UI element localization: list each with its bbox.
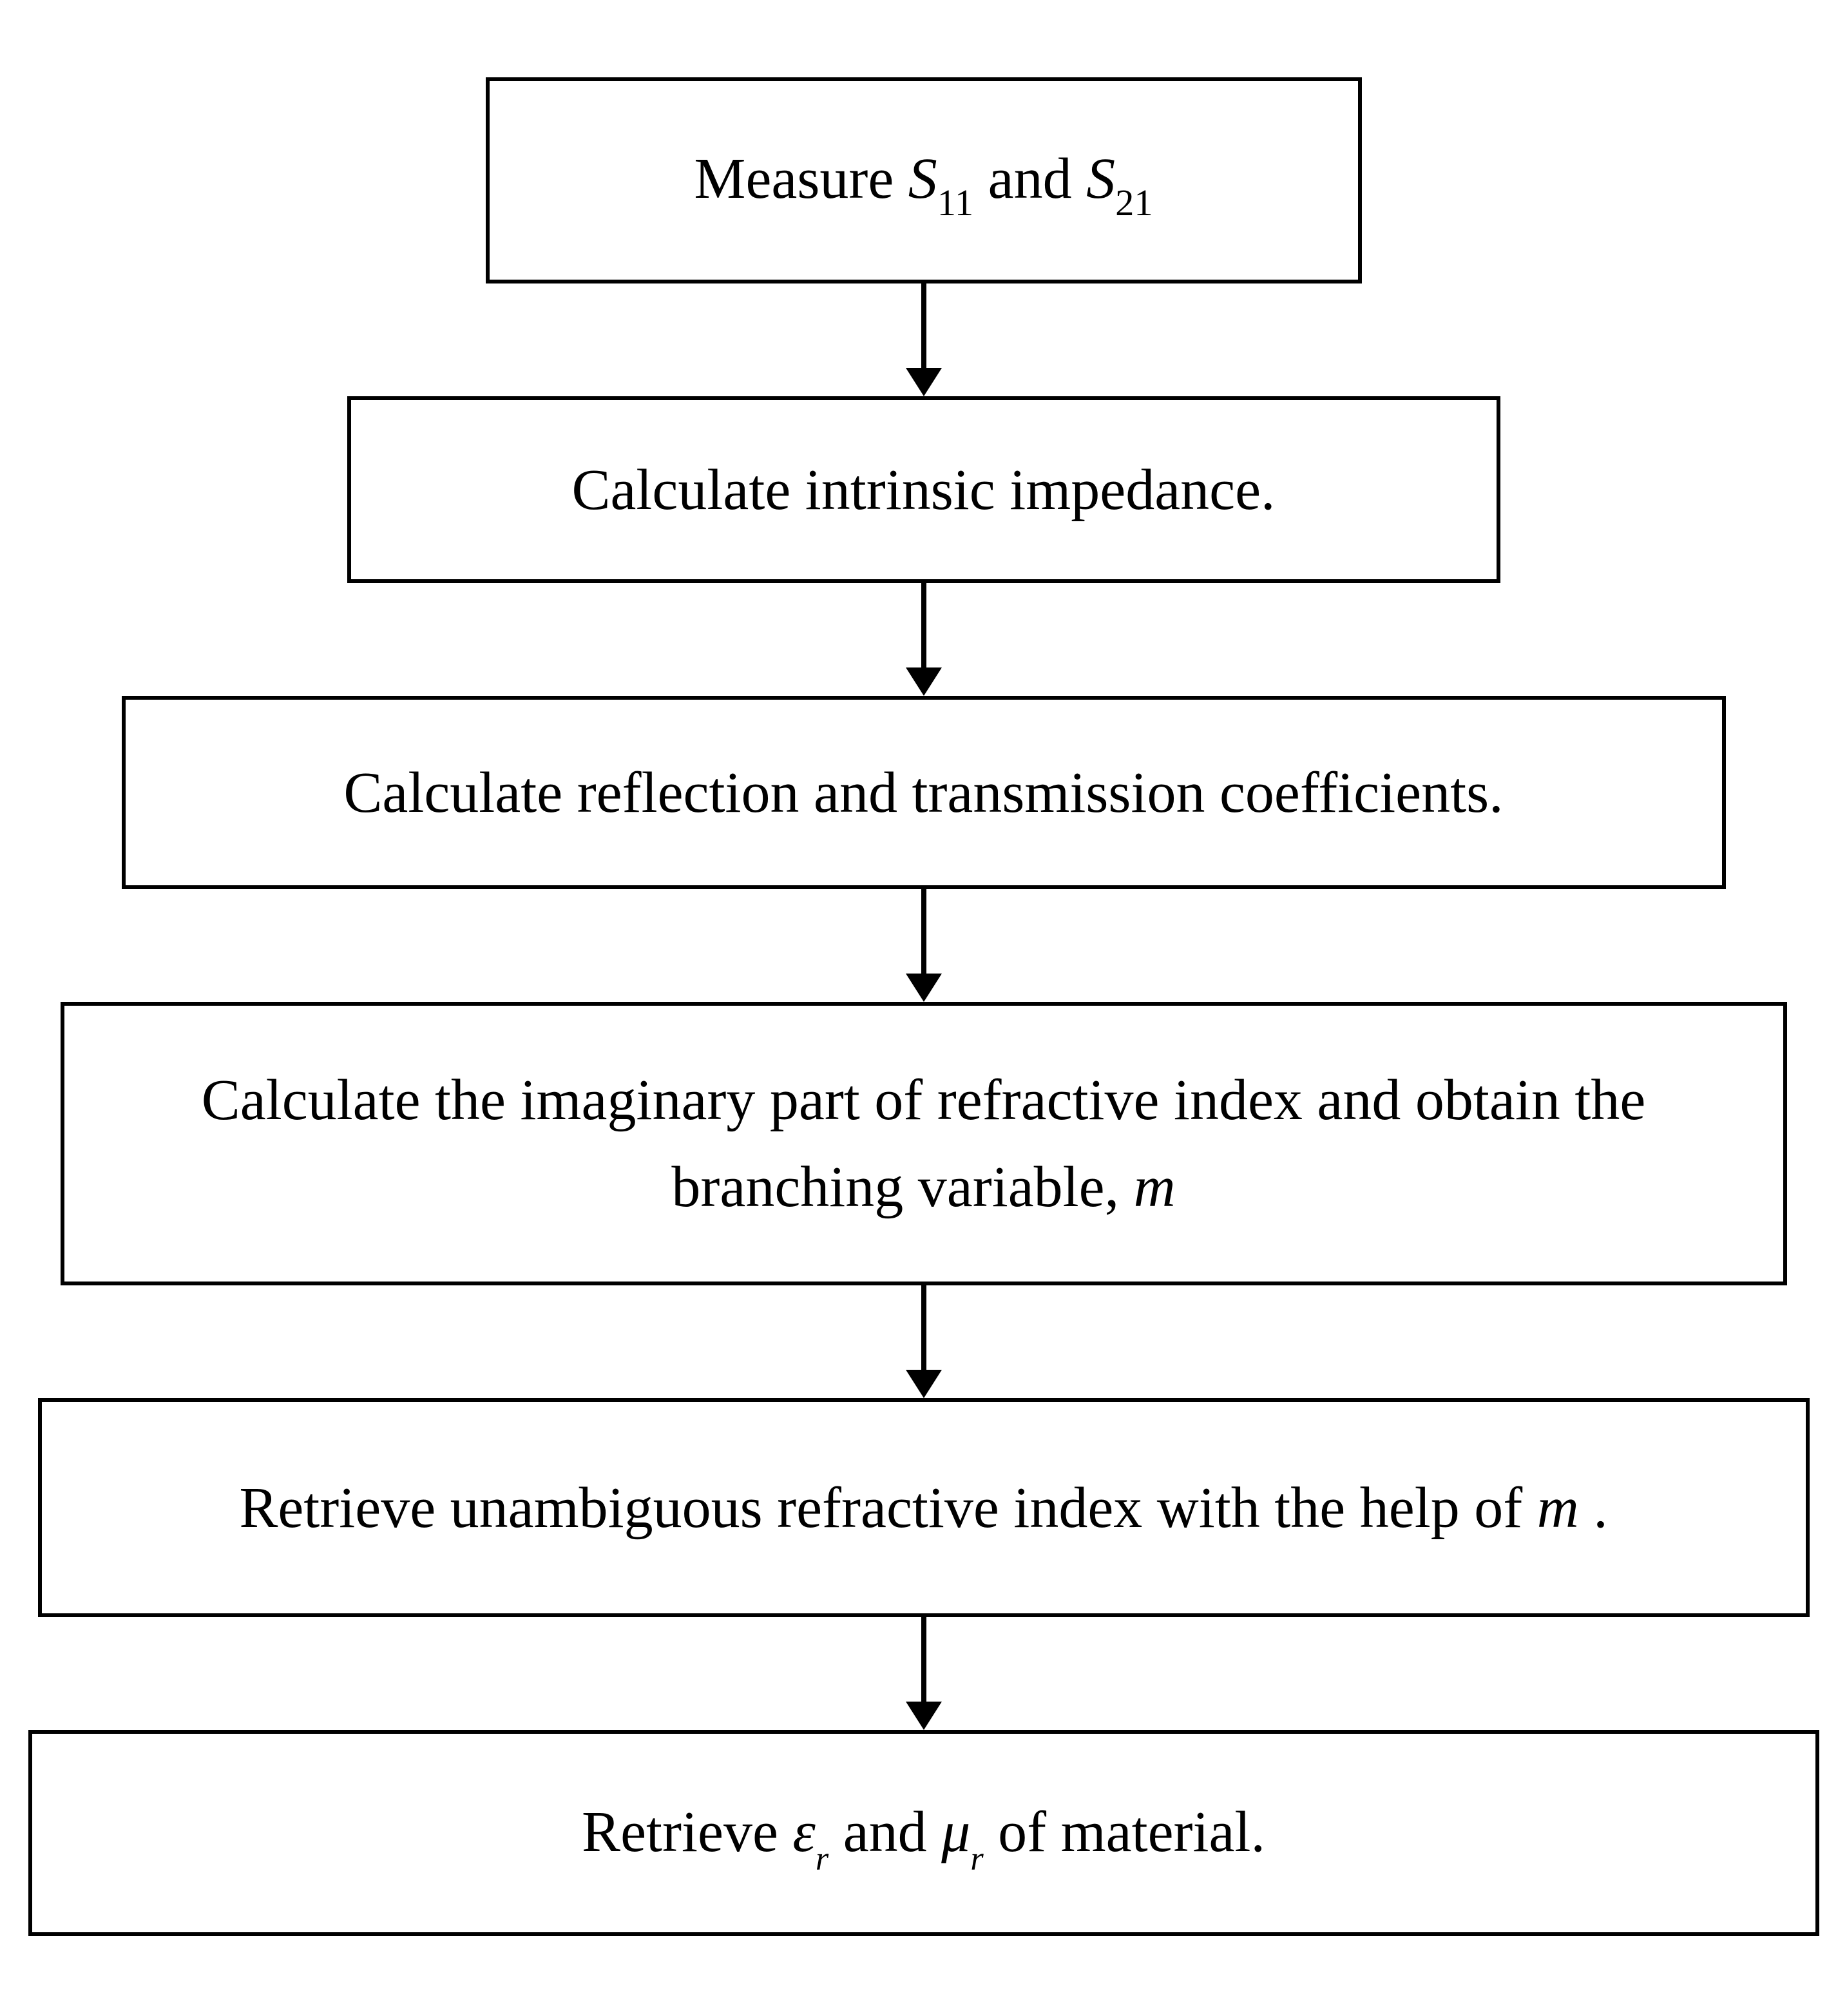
arrow-line <box>921 283 926 368</box>
node-2-text: Calculate intrinsic impedance. <box>571 446 1275 533</box>
arrow-line <box>921 1617 926 1702</box>
arrow-head-icon <box>906 1702 942 1730</box>
flowchart-arrow-1 <box>906 283 942 396</box>
arrow-head-icon <box>906 1370 942 1398</box>
node-6-text: Retrieve εr and μr of material. <box>582 1789 1265 1877</box>
flowchart-container: Measure S11 and S21 Calculate intrinsic … <box>28 77 1819 1936</box>
arrow-line <box>921 583 926 667</box>
arrow-head-icon <box>906 974 942 1002</box>
flowchart-arrow-4 <box>906 1285 942 1398</box>
node-5-text: Retrieve unambiguous refractive index wi… <box>239 1464 1607 1551</box>
flowchart-node-5: Retrieve unambiguous refractive index wi… <box>38 1398 1810 1617</box>
flowchart-arrow-2 <box>906 583 942 696</box>
flowchart-node-1: Measure S11 and S21 <box>486 77 1362 283</box>
arrow-head-icon <box>906 667 942 696</box>
node-1-text: Measure S11 and S21 <box>694 135 1153 226</box>
node-3-text: Calculate reflection and transmission co… <box>343 749 1503 836</box>
flowchart-node-3: Calculate reflection and transmission co… <box>122 696 1726 889</box>
arrow-line <box>921 889 926 974</box>
node-4-text: Calculate the imaginary part of refracti… <box>110 1057 1738 1231</box>
flowchart-arrow-5 <box>906 1617 942 1730</box>
flowchart-node-4: Calculate the imaginary part of refracti… <box>61 1002 1787 1285</box>
arrow-head-icon <box>906 368 942 396</box>
flowchart-arrow-3 <box>906 889 942 1002</box>
flowchart-node-6: Retrieve εr and μr of material. <box>28 1730 1819 1936</box>
flowchart-node-2: Calculate intrinsic impedance. <box>347 396 1500 583</box>
arrow-line <box>921 1285 926 1370</box>
